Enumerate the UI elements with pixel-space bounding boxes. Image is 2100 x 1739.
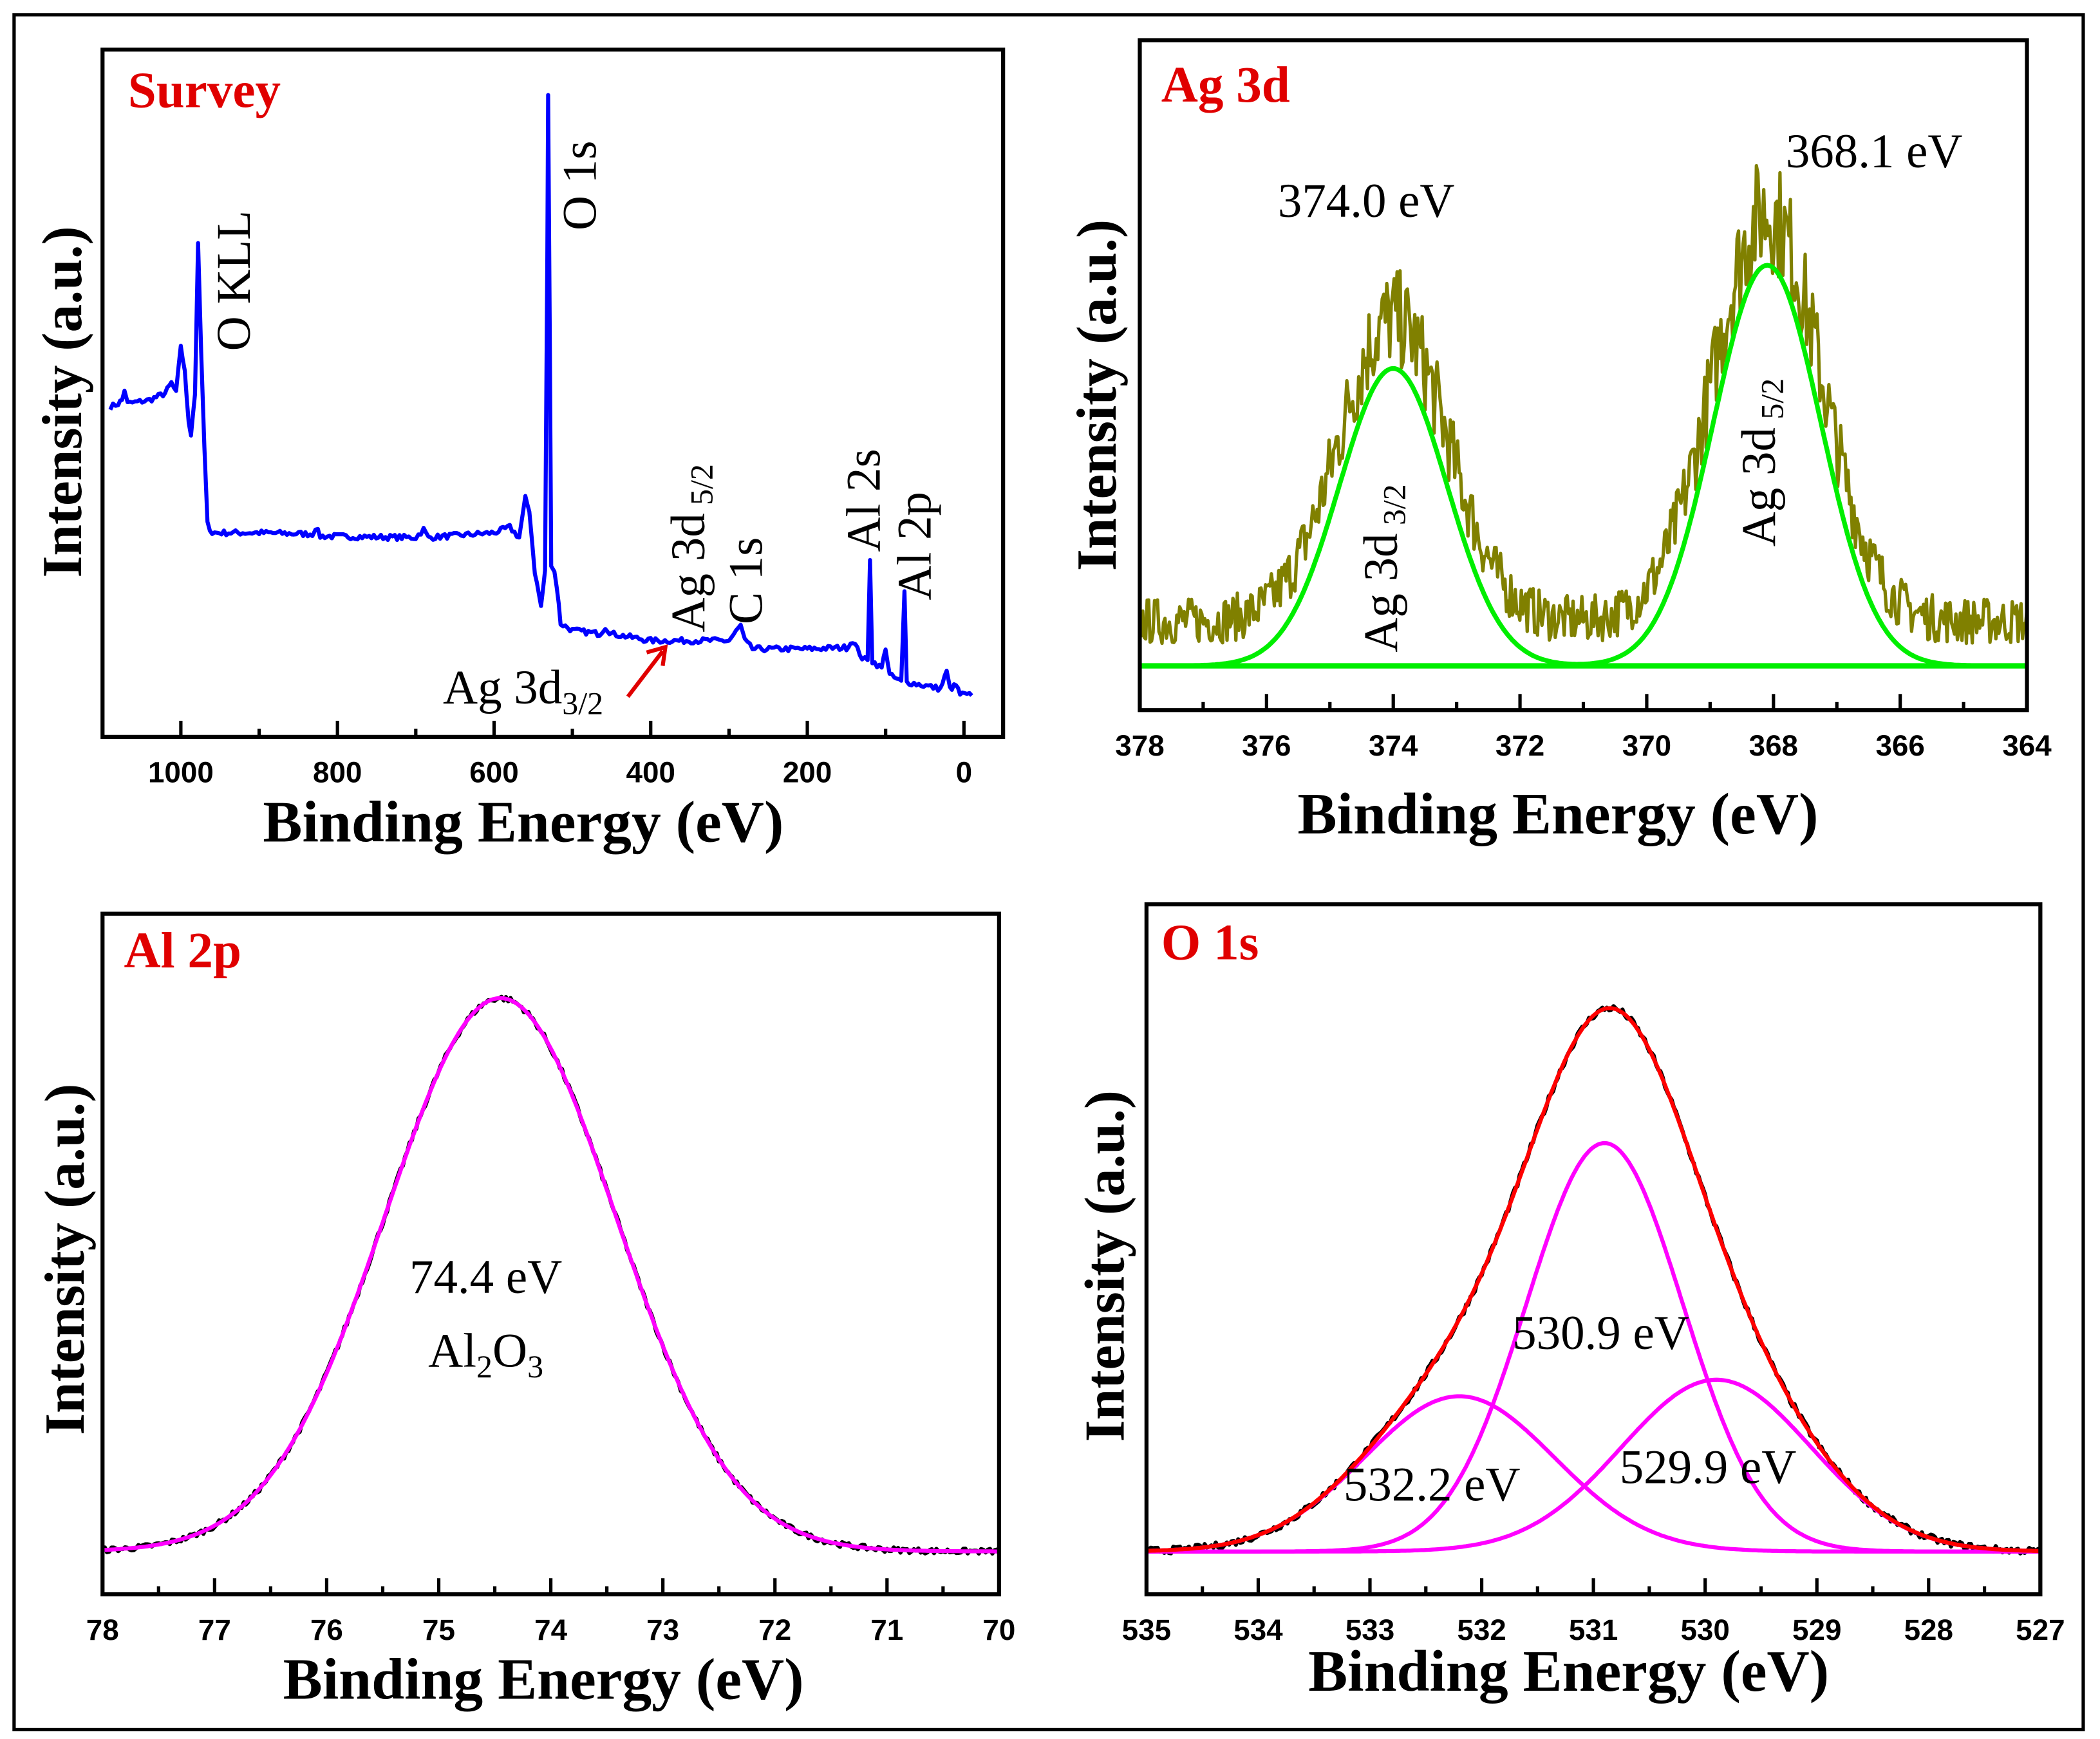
x-tick-label: 378 — [1115, 729, 1164, 762]
x-tick-label: 75 — [422, 1613, 455, 1646]
red-arrow-icon — [626, 644, 668, 698]
o1s-axes-box — [1144, 902, 2043, 1597]
x-tick-label: 71 — [870, 1613, 903, 1646]
x-tick-label: 530 — [1680, 1613, 1729, 1646]
ag3d-title: Ag 3d — [1161, 57, 1290, 113]
x-tick-label: 535 — [1122, 1613, 1171, 1646]
peak-label-530-9: 530.9 eV — [1512, 1307, 1689, 1360]
x-tick-label: 376 — [1242, 729, 1291, 762]
al2p-y-axis-label: Intensity (a.u.) — [33, 1084, 96, 1435]
al2p-fit-curve — [102, 996, 999, 1554]
label-ag-3d52: Ag 3d5/2 — [662, 464, 719, 633]
x-tick-label: 372 — [1495, 729, 1544, 762]
peak-label-368: 368.1 eV — [1786, 125, 1963, 178]
ag3d-y-axis-label: Intensity (a.u.) — [1065, 219, 1128, 571]
x-tick-label: 528 — [1904, 1613, 1953, 1646]
o1s-x-axis-label: Binding Energy (eV) — [1308, 1638, 1829, 1704]
peak-label-74-4: 74.4 eV — [409, 1251, 562, 1304]
x-tick-label: 527 — [2016, 1613, 2065, 1646]
x-tick-label: 800 — [313, 756, 362, 789]
o1s-y-axis-label: Intensity (a.u.) — [1073, 1090, 1136, 1442]
survey-x-axis-label: Binding Energy (eV) — [263, 788, 783, 854]
species-label-al2o3: Al2O3 — [428, 1324, 543, 1384]
o1s-title: O 1s — [1161, 915, 1259, 971]
x-tick-label: 0 — [956, 756, 972, 789]
o1s-fit-envelope — [1146, 1006, 2041, 1554]
label-c-1s: C 1s — [719, 537, 773, 624]
survey-y-axis-label: Intensity (a.u.) — [31, 226, 93, 577]
al2p-plot-area — [100, 994, 1001, 1595]
ag3d-raw-spectrum — [1138, 163, 2029, 646]
label-o-1s: O 1s — [553, 141, 606, 230]
x-tick-label: 534 — [1233, 1613, 1283, 1646]
ag3d-x-axis-label: Binding Energy (eV) — [1297, 781, 1818, 846]
x-tick-label: 70 — [982, 1613, 1015, 1646]
ag3d-fit-envelope — [1139, 263, 2027, 669]
peak-label-374: 374.0 eV — [1278, 174, 1455, 228]
o1s-plot-area — [1145, 1004, 2042, 1595]
x-tick-label: 368 — [1749, 729, 1798, 762]
ag3d-axes-box — [1138, 38, 2029, 712]
label-al-2s: Al 2s — [838, 449, 891, 552]
survey-plot-area — [100, 93, 973, 737]
x-tick-label: 374 — [1369, 729, 1418, 762]
o1s-raw-spectrum — [1145, 1004, 2041, 1556]
ag3d-plot-area — [1138, 163, 2029, 711]
x-tick-label: 364 — [2002, 729, 2052, 762]
al2p-x-axis-label: Binding Energy (eV) — [283, 1646, 804, 1712]
label-ag-3d32: Ag 3d3/2 — [1355, 484, 1412, 653]
x-tick-label: 78 — [86, 1613, 119, 1646]
x-tick-label: 76 — [310, 1613, 343, 1646]
survey-title: Survey — [128, 63, 281, 119]
outer-frame — [12, 13, 2085, 1732]
x-tick-label: 73 — [646, 1613, 679, 1646]
x-tick-label: 533 — [1345, 1613, 1394, 1646]
panel-al-2p: Al 2p Binding Energy (eV) Intensity (a.u… — [33, 911, 1015, 1712]
al2p-title: Al 2p — [124, 923, 241, 979]
x-tick-label: 532 — [1457, 1613, 1506, 1646]
x-tick-label: 366 — [1875, 729, 1924, 762]
x-tick-label: 77 — [198, 1613, 231, 1646]
x-tick-label: 370 — [1622, 729, 1671, 762]
panel-o-1s: O 1s Binding Energy (eV) Intensity (a.u.… — [1073, 902, 2065, 1704]
x-tick-label: 529 — [1792, 1613, 1841, 1646]
survey-axes-box — [100, 47, 1006, 739]
x-tick-label: 1000 — [148, 756, 214, 789]
label-o-kll: O KLL — [207, 210, 261, 351]
survey-spectrum-line — [108, 93, 973, 697]
panel-survey: Survey Binding Energy (eV) Intensity (a.… — [31, 47, 1006, 854]
x-tick-label: 200 — [783, 756, 832, 789]
x-tick-label: 531 — [1569, 1613, 1618, 1646]
label-ag-3d32: Ag 3d3/2 — [443, 661, 603, 721]
x-tick-label: 74 — [534, 1613, 567, 1646]
x-tick-label: 72 — [758, 1613, 791, 1646]
peak-label-532-2: 532.2 eV — [1344, 1458, 1521, 1511]
x-tick-label: 600 — [469, 756, 518, 789]
label-al-2p: Al 2p — [888, 492, 942, 600]
peak-label-529-9: 529.9 eV — [1620, 1440, 1797, 1494]
x-tick-label: 400 — [626, 756, 675, 789]
al2p-axes-box — [100, 911, 1002, 1597]
panel-ag-3d: Ag 3d Binding Energy (eV) Intensity (a.u… — [1065, 38, 2052, 846]
label-ag-3d52: Ag 3d5/2 — [1732, 378, 1790, 547]
